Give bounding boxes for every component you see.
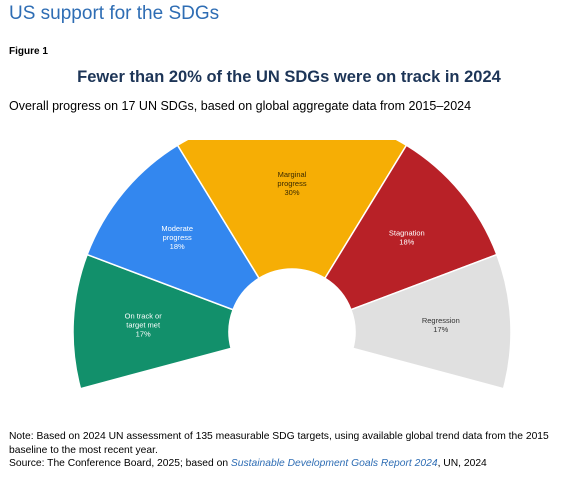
slice-label: Regression 17% — [422, 316, 460, 334]
semicircle-donut-chart: On track or target met 17%Moderate progress… — [72, 140, 512, 390]
chart-title: Fewer than 20% of the UN SDGs were on tr… — [77, 68, 501, 86]
source-prefix: Source: The Conference Board, 2025; base… — [9, 458, 231, 469]
slice-name: Regression — [422, 316, 460, 325]
chart-source: Source: The Conference Board, 2025; base… — [9, 458, 487, 469]
slice-label: Moderate progress 18% — [161, 224, 193, 251]
slice-label: Stagnation 18% — [389, 229, 425, 247]
slice-name: On track or — [125, 312, 163, 321]
slice-name: progress — [163, 233, 192, 242]
slice-name: target met — [126, 321, 161, 330]
slice-name: progress — [277, 179, 306, 188]
slice-percent: 17% — [136, 330, 151, 339]
slice-marginal-progress — [176, 140, 408, 280]
slice-name: Moderate — [161, 224, 193, 233]
slice-regression — [349, 253, 512, 390]
slice-name: Marginal — [278, 170, 307, 179]
slice-percent: 18% — [170, 242, 185, 251]
source-link[interactable]: Sustainable Development Goals Report 202… — [230, 458, 438, 469]
source-suffix: , UN, 2024 — [437, 458, 487, 469]
slice-name: Stagnation — [389, 229, 425, 238]
slice-label: Marginal progress 30% — [277, 170, 306, 197]
slice-label: On track or target met 17% — [125, 312, 163, 339]
slice-percent: 30% — [284, 188, 299, 197]
slice-percent: 18% — [399, 238, 414, 247]
slice-percent: 17% — [433, 325, 448, 334]
page-heading: US support for the SDGs — [9, 3, 220, 24]
slice-moderate-progress — [86, 144, 261, 311]
chart-subtitle: Overall progress on 17 UN SDGs, based on… — [9, 99, 472, 113]
figure-label: Figure 1 — [9, 46, 48, 57]
slice-on-track-or-target-met — [72, 253, 235, 390]
slice-stagnation — [323, 144, 498, 311]
chart-note: Note: Based on 2024 UN assessment of 135… — [9, 431, 549, 456]
